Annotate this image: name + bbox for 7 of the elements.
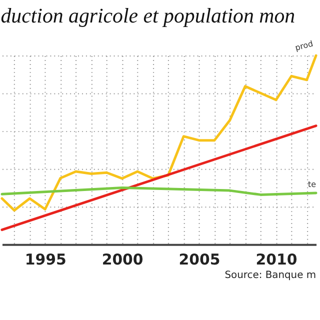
source-note: Source: Banque m (224, 270, 316, 282)
x-tick-label: 2000 (102, 250, 144, 269)
x-tick-label: 1995 (24, 250, 66, 269)
x-tick-label: 2005 (178, 250, 220, 269)
series-label: te (308, 180, 316, 190)
x-tick-label: 2010 (256, 250, 298, 269)
chart-title: duction agricole et population mon (0, 3, 296, 28)
